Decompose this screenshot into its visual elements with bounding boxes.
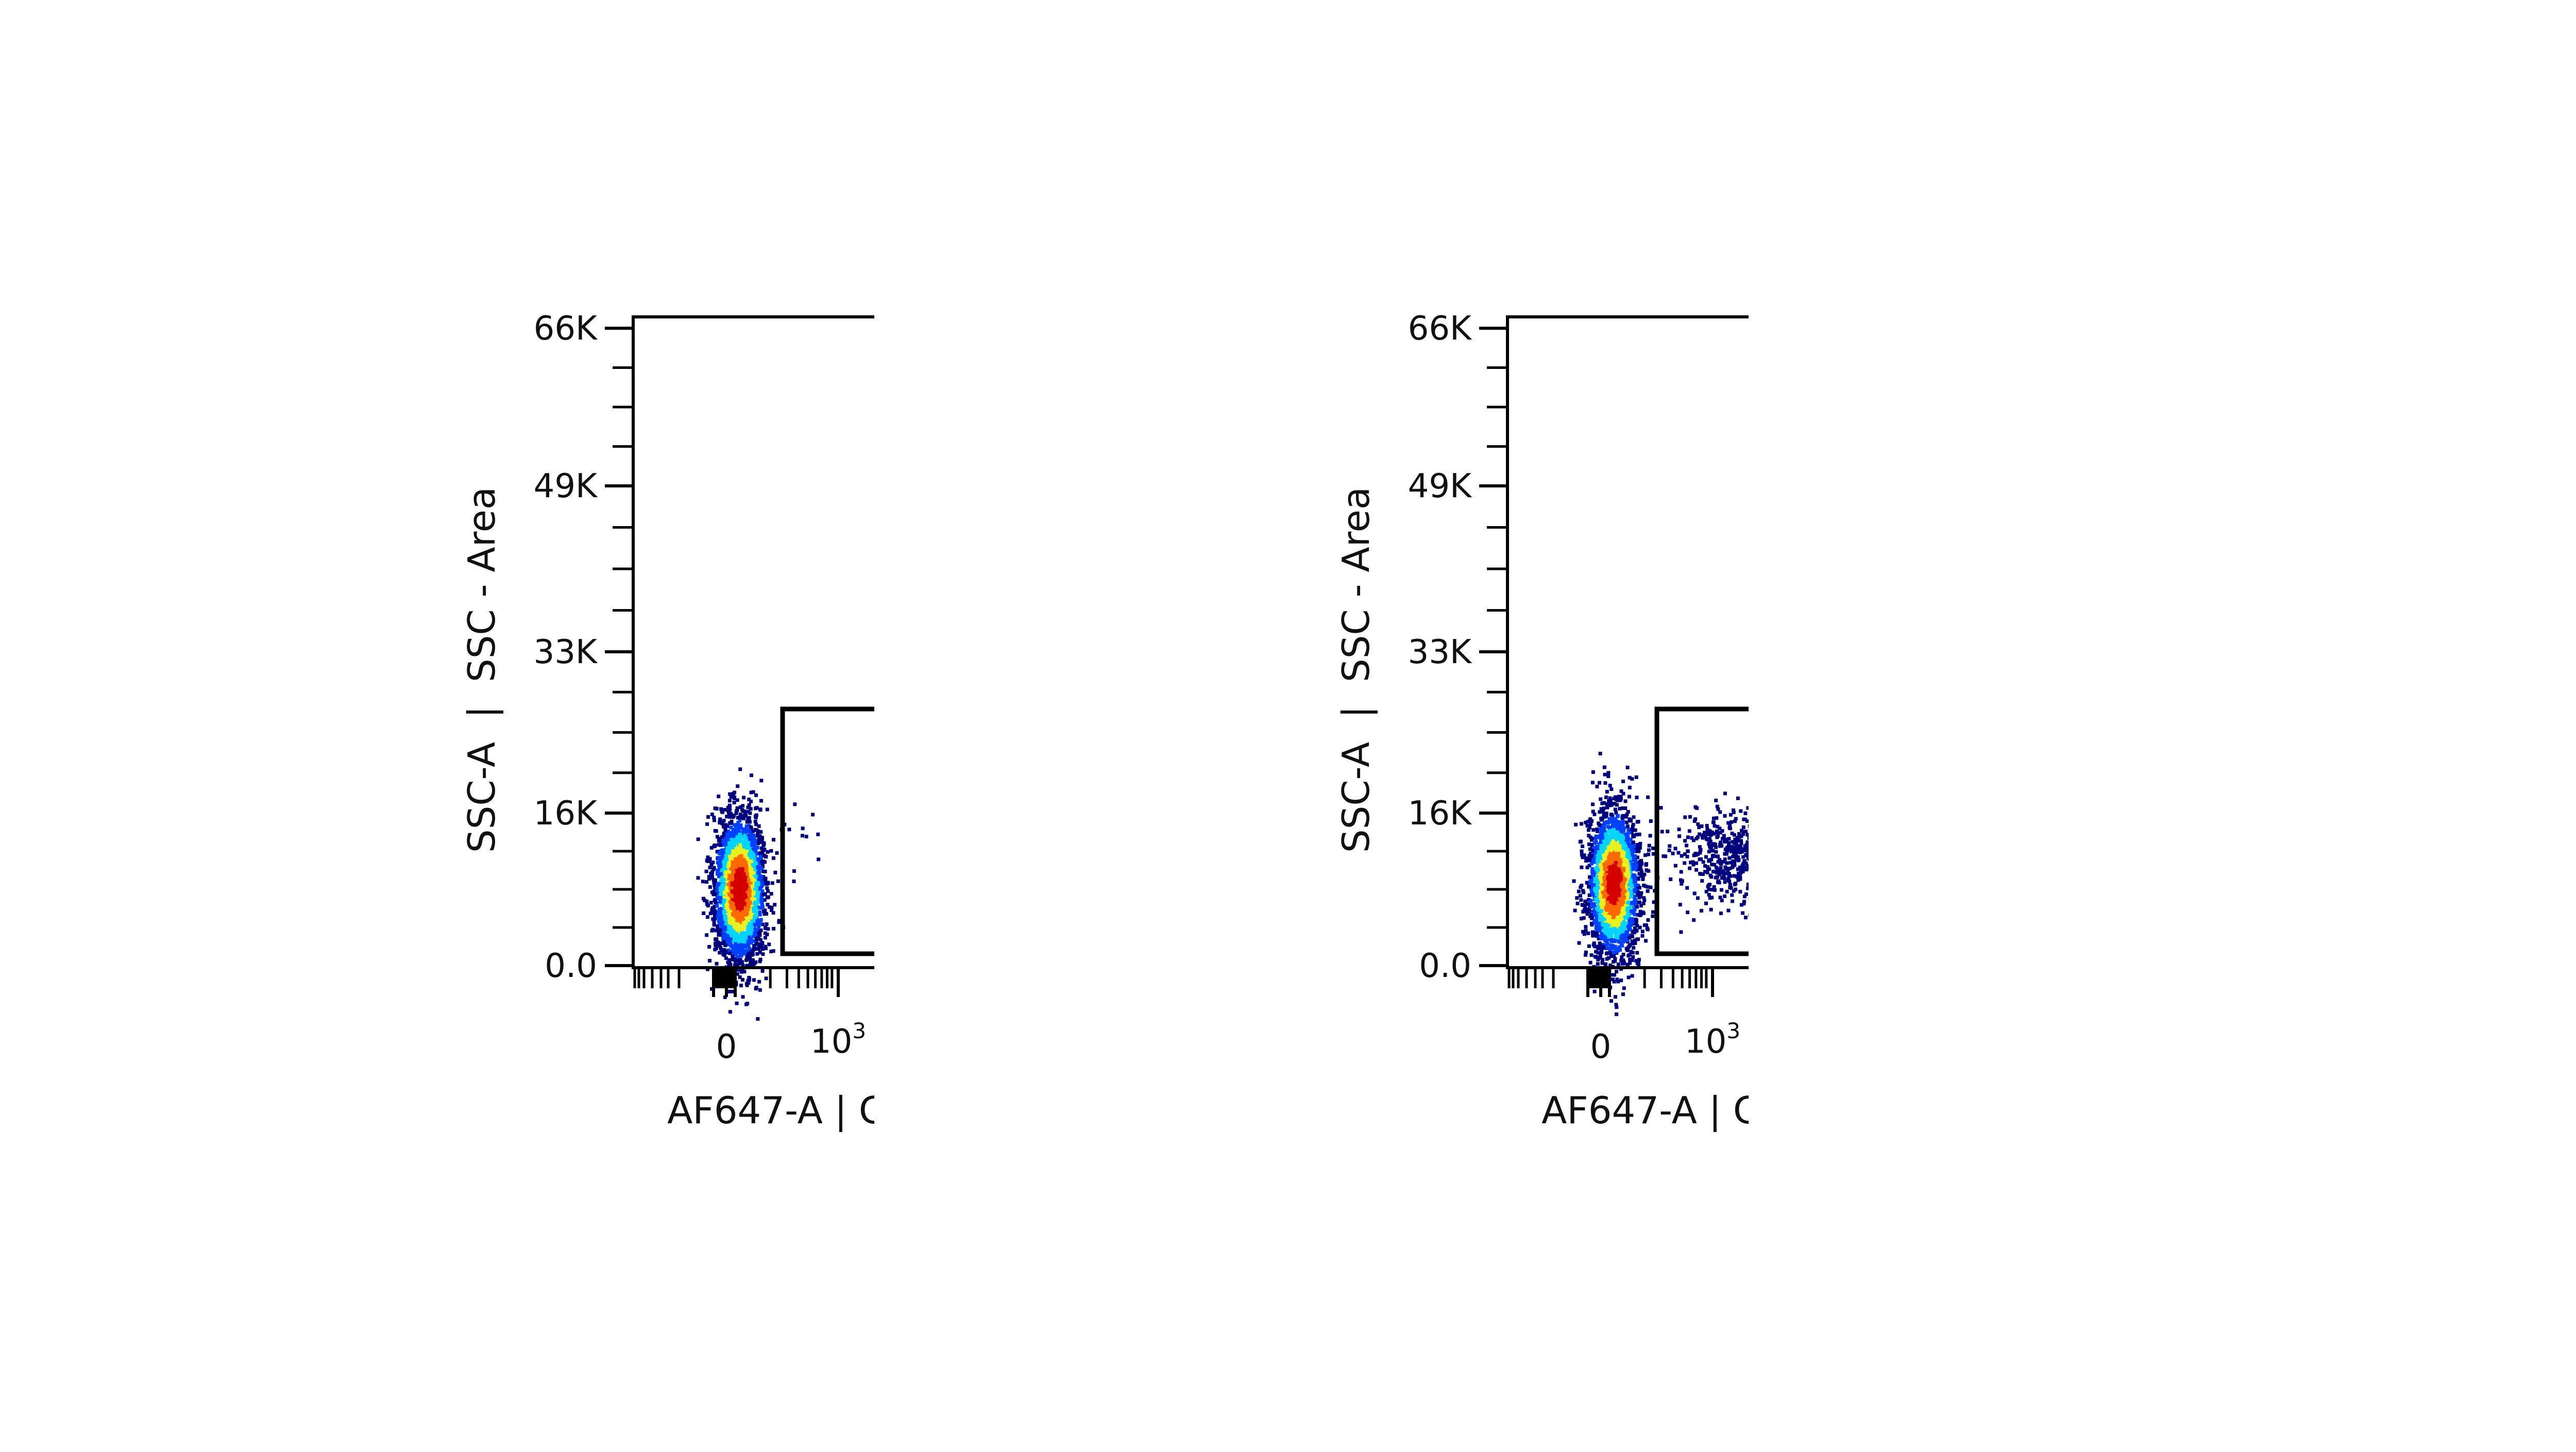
y-tick-label: 16K [1408,795,1472,833]
x-axis: 0103104105106 [1509,968,1749,1066]
x-axis: 0103104105106 [635,968,874,1066]
y-tick-label: 49K [1408,467,1472,505]
x-axis-title: AF647-A | CCL8 : AF647 - Area [667,1089,874,1133]
y-axis: 66K 49K 33K 16K 0.0 [1408,310,1507,985]
y-tick-label: 0.0 [545,947,597,985]
y-tick-label: 49K [534,467,598,505]
x-axis-title: AF647-A | CCL8 : AF647 - Area [1541,1089,1749,1133]
y-tick-label: 66K [1408,310,1472,348]
gate-rectangle[interactable] [783,709,874,954]
y-axis-title: SSC-A | SSC - Area [1334,487,1378,853]
x-tick-label: 0 [716,1028,737,1066]
y-tick-label: 66K [534,310,598,348]
y-tick-label: 16K [534,795,598,833]
gate-rectangle[interactable] [1657,709,1749,954]
y-axis: 66K 49K 33K 16K 0.0 [534,310,633,985]
x-tick-label: 103 [1685,1018,1740,1061]
x-tick-label: 103 [810,1018,866,1061]
y-tick-label: 33K [534,633,598,671]
y-tick-label: 33K [1408,633,1472,671]
y-axis-title: SSC-A | SSC - Area [460,487,504,853]
x-tick-label: 0 [1590,1028,1612,1066]
y-tick-label: 0.0 [1419,947,1471,985]
